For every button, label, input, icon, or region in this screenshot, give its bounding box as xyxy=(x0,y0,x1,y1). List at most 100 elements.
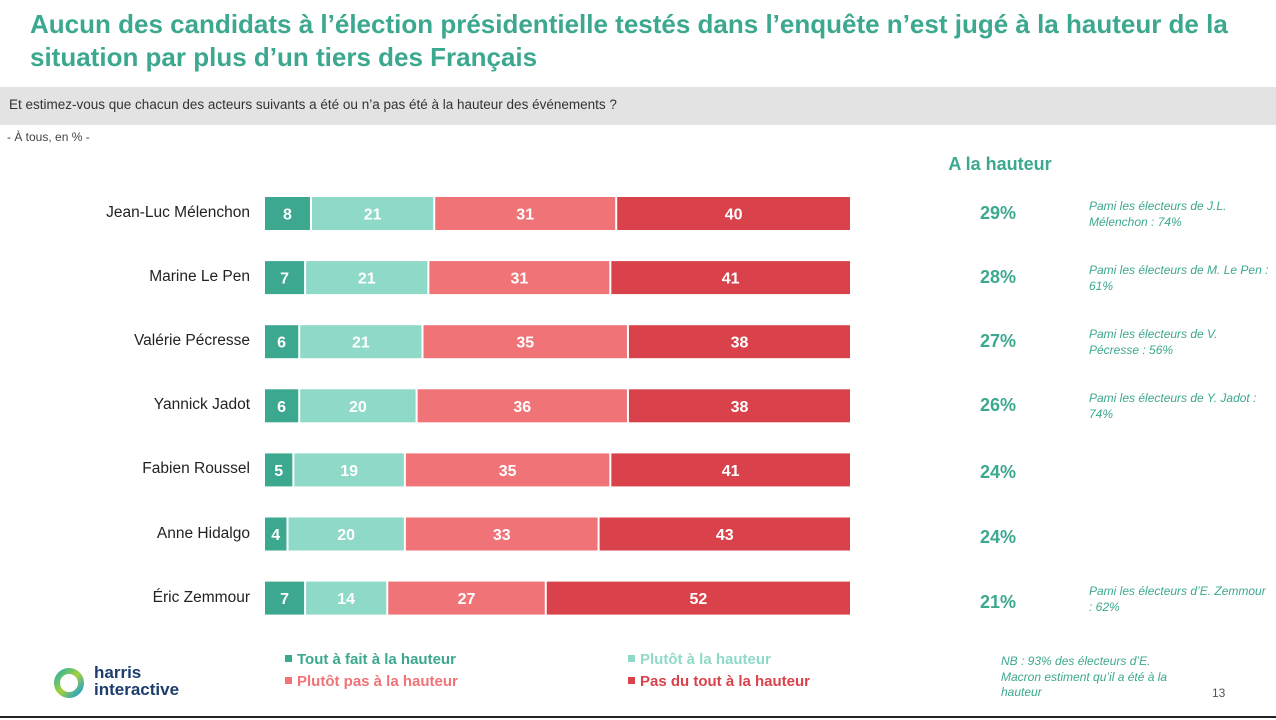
legend-label: Plutôt à la hauteur xyxy=(640,651,771,668)
legend-item-plutot-pas: Plutôt pas à la hauteur xyxy=(285,673,458,690)
harris-logo-icon xyxy=(54,668,84,698)
total-a-la-hauteur: 24% xyxy=(979,526,1017,547)
electorate-note: Pami les électeurs d’E. Zemmour : 62% xyxy=(1089,583,1266,614)
total-a-la-hauteur: 28% xyxy=(979,267,1017,288)
bar-segment-plutot xyxy=(311,197,434,230)
base-note: - À tous, en % - xyxy=(7,130,90,144)
bar-segment-plutot xyxy=(288,517,404,551)
column-header-a-la-hauteur: A la hauteur xyxy=(948,154,1052,174)
bar-value-label: 38 xyxy=(731,335,749,352)
category-label: Valérie Pécresse xyxy=(133,332,250,350)
bar-segment-pas-du-tout xyxy=(599,517,850,551)
category-label: Éric Zemmour xyxy=(152,588,250,606)
nb-note: NB : 93% des électeurs d’E. Macron estim… xyxy=(1001,654,1168,699)
bar-value-label: 14 xyxy=(337,591,355,608)
bar-value-label: 38 xyxy=(731,399,749,416)
bar-value-label: 7 xyxy=(280,591,289,608)
bar-value-label: 35 xyxy=(499,463,517,480)
legend-label: Plutôt pas à la hauteur xyxy=(297,673,458,690)
bar-value-label: 6 xyxy=(277,335,286,352)
bar-segment-tout-a-fait xyxy=(265,517,287,551)
bar-value-label: 20 xyxy=(349,399,367,416)
bar-segment-pas-du-tout xyxy=(628,325,850,359)
bar-segment-tout-a-fait xyxy=(265,389,299,423)
slide-title: Aucun des candidats à l’élection préside… xyxy=(30,9,1228,72)
bar-value-label: 4 xyxy=(271,527,280,544)
page-number: 13 xyxy=(1212,686,1226,700)
bar-segment-pas-du-tout xyxy=(546,581,850,615)
bar-segment-plutot xyxy=(306,581,387,615)
question-band xyxy=(0,87,1276,125)
bar-value-label: 41 xyxy=(722,463,740,480)
bar-value-label: 43 xyxy=(716,527,734,544)
bar-value-label: 35 xyxy=(516,335,534,352)
bar-value-label: 40 xyxy=(725,207,743,224)
bar-segment-pas-du-tout xyxy=(611,261,850,295)
bar-segment-plutot-pas xyxy=(388,581,545,615)
bar-value-label: 31 xyxy=(516,207,534,224)
bar-segment-plutot xyxy=(306,261,428,295)
category-label: Jean-Luc Mélenchon xyxy=(106,204,250,221)
bar-segment-plutot-pas xyxy=(423,325,627,359)
bar-value-label: 7 xyxy=(280,271,289,288)
bar-segment-pas-du-tout xyxy=(628,389,850,423)
bar-value-label: 5 xyxy=(274,463,283,480)
legend-item-tout-a-fait: Tout à fait à la hauteur xyxy=(285,651,456,668)
bar-segment-plutot-pas xyxy=(429,261,610,295)
bar-value-label: 21 xyxy=(358,271,376,288)
total-a-la-hauteur: 27% xyxy=(979,331,1017,352)
total-a-la-hauteur: 26% xyxy=(979,395,1017,416)
bar-value-label: 31 xyxy=(510,271,528,288)
bar-segment-plutot-pas xyxy=(405,517,598,551)
legend-swatch xyxy=(628,676,635,684)
legend-label: Pas du tout à la hauteur xyxy=(640,673,811,690)
bar-segment-tout-a-fait xyxy=(265,197,310,230)
category-label: Marine Le Pen xyxy=(149,268,250,286)
logo-wordmark: harris interactive xyxy=(94,664,179,698)
bar-segment-tout-a-fait xyxy=(265,581,305,615)
bar-value-label: 21 xyxy=(352,335,370,352)
bar-segment-tout-a-fait xyxy=(265,453,293,487)
bar-value-label: 36 xyxy=(513,399,531,416)
bar-value-label: 6 xyxy=(277,399,286,416)
logo-line-2: interactive xyxy=(94,680,180,699)
electorate-note: Pami les électeurs de V. Pécresse : 56% xyxy=(1089,327,1218,358)
legend-label: Tout à fait à la hauteur xyxy=(297,651,456,668)
legend-item-pas-du-tout: Pas du tout à la hauteur xyxy=(628,673,810,690)
bar-value-label: 21 xyxy=(364,207,382,224)
total-a-la-hauteur: 21% xyxy=(979,591,1017,612)
category-label: Fabien Roussel xyxy=(142,460,250,478)
bar-value-label: 27 xyxy=(458,591,476,608)
bar-segment-plutot-pas xyxy=(435,197,616,230)
bar-value-label: 41 xyxy=(722,271,740,288)
logo-line-1: harris xyxy=(94,663,142,682)
electorate-note: Pami les électeurs de Y. Jadot : 74% xyxy=(1089,391,1257,422)
category-label: Yannick Jadot xyxy=(153,396,250,414)
legend-swatch xyxy=(285,676,292,684)
bar-value-label: 20 xyxy=(337,527,355,544)
bar-segment-plutot-pas xyxy=(417,389,627,423)
bar-segment-pas-du-tout xyxy=(617,197,850,230)
legend-item-plutot: Plutôt à la hauteur xyxy=(628,651,771,668)
total-a-la-hauteur: 29% xyxy=(979,203,1017,223)
bar-segment-plutot xyxy=(300,389,416,423)
bar-segment-plutot-pas xyxy=(405,453,610,487)
legend-swatch xyxy=(285,654,292,662)
electorate-note: Pami les électeurs de J.L. Mélenchon : 7… xyxy=(1089,199,1227,229)
bar-value-label: 33 xyxy=(493,527,511,544)
bar-value-label: 8 xyxy=(283,207,292,224)
bar-segment-plutot xyxy=(294,453,404,487)
survey-question: Et estimez-vous que chacun des acteurs s… xyxy=(9,97,617,112)
bar-value-label: 19 xyxy=(340,463,358,480)
electorate-note: Pami les électeurs de M. Le Pen : 61% xyxy=(1089,263,1269,294)
bar-segment-pas-du-tout xyxy=(611,453,850,487)
total-a-la-hauteur: 24% xyxy=(979,462,1017,483)
category-label: Anne Hidalgo xyxy=(156,524,250,542)
bar-segment-plutot xyxy=(300,325,422,359)
legend-swatch xyxy=(628,654,635,662)
bar-value-label: 52 xyxy=(689,591,707,608)
bar-segment-tout-a-fait xyxy=(265,325,299,359)
bar-segment-tout-a-fait xyxy=(265,261,305,295)
bottom-divider xyxy=(0,716,1276,718)
